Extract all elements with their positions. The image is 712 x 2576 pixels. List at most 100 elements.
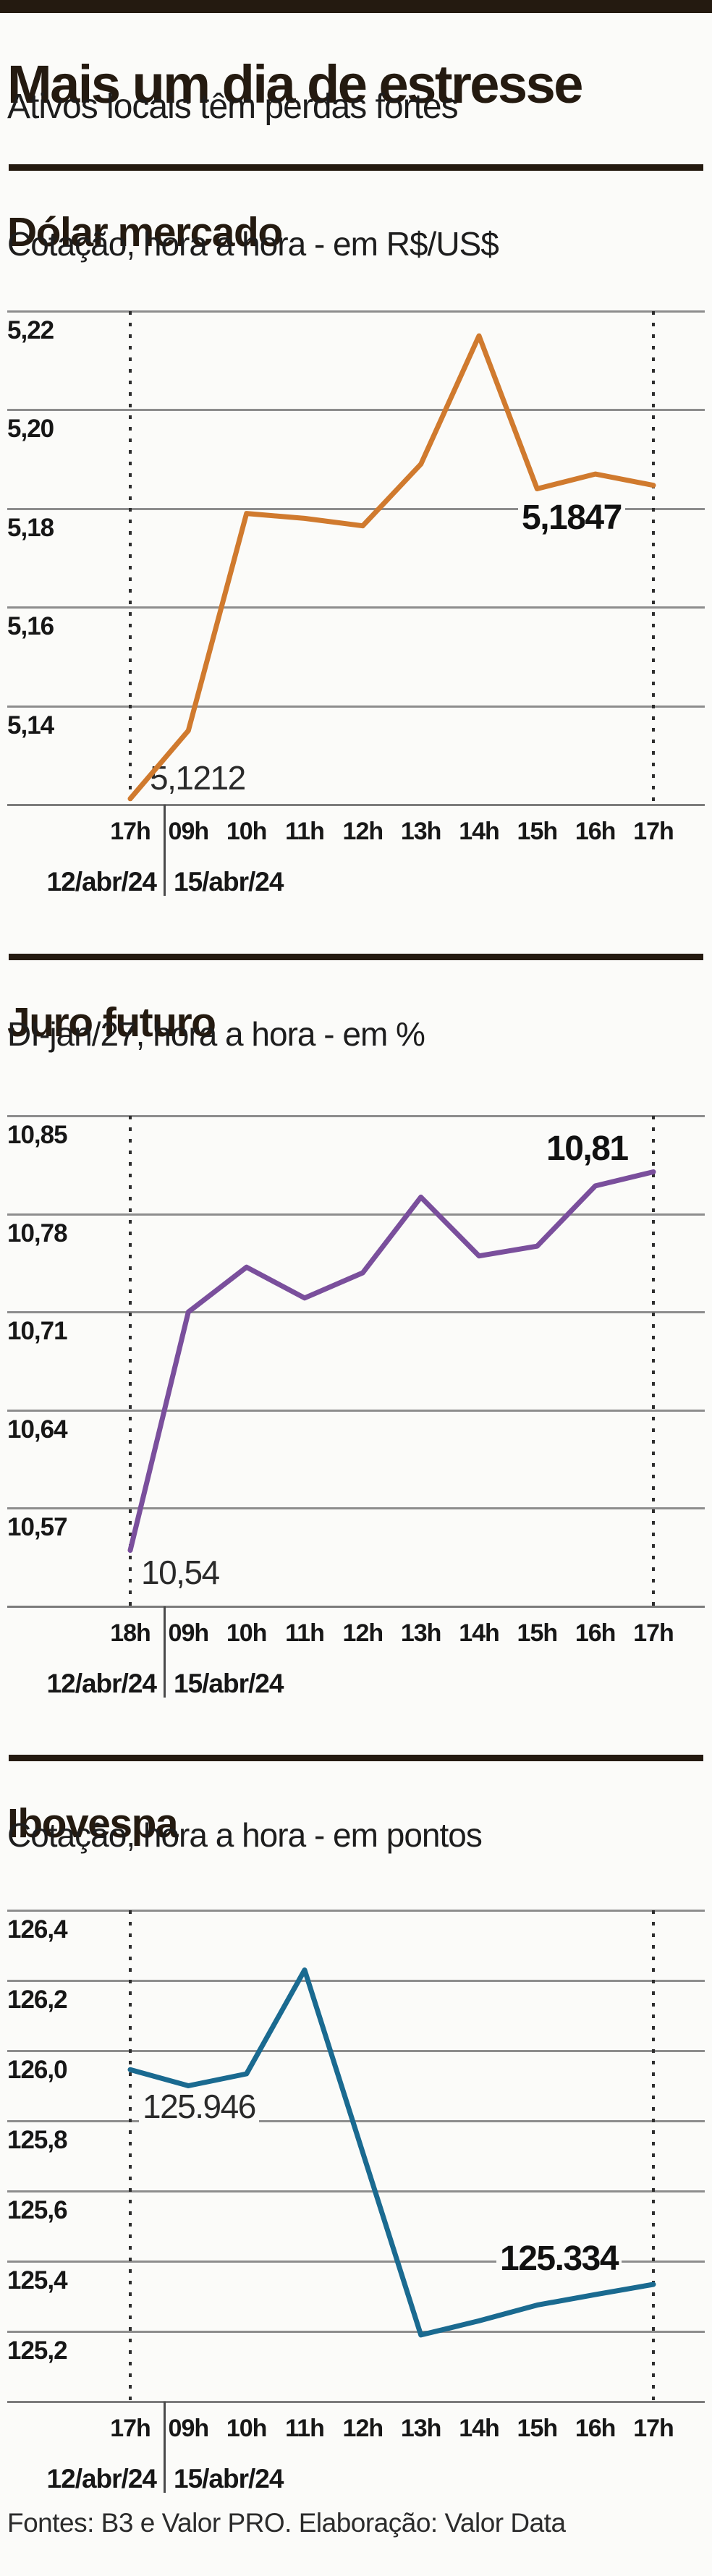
date-label-right: 15/abr/24 xyxy=(174,867,284,897)
x-axis-label: 13h xyxy=(400,2415,442,2442)
dotted-guide-first xyxy=(129,311,132,805)
x-axis-label: 16h xyxy=(575,1619,616,1647)
dotted-guide-first xyxy=(129,1116,132,1606)
date-label-left: 12/abr/24 xyxy=(46,1669,157,1698)
start-value-label: 5,1212 xyxy=(146,760,249,797)
y-gridline xyxy=(7,1115,705,1117)
section-divider-juro xyxy=(9,954,703,960)
chart-title-juro: Juro futuro xyxy=(7,999,216,1046)
x-axis-label: 14h xyxy=(459,2415,500,2442)
y-gridline xyxy=(7,2190,705,2192)
x-axis-label: 11h xyxy=(285,1619,325,1647)
y-gridline xyxy=(7,1980,705,1982)
y-gridline xyxy=(7,2050,705,2052)
date-label-right: 15/abr/24 xyxy=(174,2464,284,2494)
y-gridline xyxy=(7,409,705,412)
x-axis-label: 09h xyxy=(168,2415,210,2442)
x-axis-label: 18h xyxy=(110,1619,151,1647)
chart-subtitle-juro: DI-jan/27, hora a hora - em % xyxy=(7,1015,425,1053)
y-gridline xyxy=(7,2331,705,2333)
x-axis-line xyxy=(7,1606,705,1608)
x-axis-label: 15h xyxy=(517,2415,559,2442)
x-axis-label: 17h xyxy=(633,818,674,845)
x-axis-label: 10h xyxy=(226,2415,268,2442)
x-axis-label: 17h xyxy=(633,2415,674,2442)
y-gridline xyxy=(7,507,705,510)
y-gridline xyxy=(7,1409,705,1412)
section-divider-ibovespa xyxy=(9,1755,703,1761)
y-gridline xyxy=(7,705,705,708)
line-series xyxy=(127,1967,656,2338)
section-divider-dolar xyxy=(9,164,703,171)
dotted-guide-first xyxy=(129,1910,132,2402)
dotted-guide-last xyxy=(652,1910,655,2402)
x-axis-label: 15h xyxy=(517,1619,559,1647)
end-value-label: 10,81 xyxy=(543,1130,632,1169)
y-axis-label: 126,0 xyxy=(7,2056,68,2084)
x-axis-label: 15h xyxy=(517,818,559,845)
y-gridline xyxy=(7,1213,705,1216)
start-value-label: 10,54 xyxy=(137,1554,223,1591)
start-value-label: 125.946 xyxy=(139,2088,259,2125)
y-axis-label: 126,2 xyxy=(7,1986,68,2014)
line-series-path xyxy=(127,333,656,802)
y-gridline xyxy=(7,310,705,313)
y-axis-label: 5,18 xyxy=(7,513,54,542)
line-series xyxy=(127,333,656,802)
y-gridline xyxy=(7,1910,705,1912)
y-axis-label: 10,85 xyxy=(7,1121,68,1149)
y-axis-label: 10,57 xyxy=(7,1513,68,1542)
y-gridline xyxy=(7,1507,705,1510)
source-credit: Fontes: B3 e Valor PRO. Elaboração: Valo… xyxy=(7,2508,566,2538)
y-axis-label: 10,78 xyxy=(7,1219,68,1247)
x-axis-label: 16h xyxy=(575,818,616,845)
x-axis-label: 17h xyxy=(633,1619,674,1647)
y-axis-label: 10,71 xyxy=(7,1317,68,1346)
y-gridline xyxy=(7,1311,705,1314)
dotted-guide-last xyxy=(652,1116,655,1606)
x-axis-label: 11h xyxy=(285,818,325,845)
x-axis-label: 12h xyxy=(342,1619,384,1647)
x-axis-label: 14h xyxy=(459,1619,500,1647)
y-axis-label: 10,64 xyxy=(7,1415,68,1444)
x-axis-line xyxy=(7,804,705,806)
chart-subtitle-ibovespa: Cotação, hora a hora - em pontos xyxy=(7,1816,483,1854)
y-axis-label: 125,4 xyxy=(7,2266,68,2295)
y-axis-label: 126,4 xyxy=(7,1915,68,1944)
x-axis-label: 17h xyxy=(110,2415,151,2442)
x-axis-label: 16h xyxy=(575,2415,616,2442)
x-axis-label: 09h xyxy=(168,818,210,845)
x-axis-label: 09h xyxy=(168,1619,210,1647)
chart-title-ibovespa: Ibovespa xyxy=(7,1800,179,1847)
y-axis-label: 125,2 xyxy=(7,2336,68,2365)
page-title: Mais um dia de estresse xyxy=(7,54,583,114)
y-axis-label: 125,8 xyxy=(7,2126,68,2154)
line-series xyxy=(127,1169,656,1553)
y-gridline xyxy=(7,2261,705,2263)
chart-subtitle-dolar: Cotação, hora a hora - em R$/US$ xyxy=(7,225,499,263)
y-gridline xyxy=(7,606,705,609)
line-series-path xyxy=(127,1967,656,2338)
line-series-path xyxy=(127,1169,656,1553)
x-axis-label: 13h xyxy=(400,1619,442,1647)
dotted-guide-last xyxy=(652,311,655,805)
x-axis-label: 10h xyxy=(226,1619,268,1647)
page-subtitle: Ativos locais têm perdas fortes xyxy=(7,88,459,126)
y-axis-label: 5,20 xyxy=(7,415,54,444)
chart-title-dolar: Dólar mercado xyxy=(7,209,283,256)
date-label-left: 12/abr/24 xyxy=(46,2464,157,2494)
x-axis-label: 12h xyxy=(342,818,384,845)
end-value-label: 5,1847 xyxy=(518,499,625,538)
x-axis-label: 14h xyxy=(459,818,500,845)
y-axis-label: 125,6 xyxy=(7,2196,68,2224)
x-axis-label: 11h xyxy=(285,2415,325,2442)
date-divider-tick xyxy=(164,2402,166,2493)
y-axis-label: 5,16 xyxy=(7,612,54,641)
x-axis-label: 10h xyxy=(226,818,268,845)
x-axis-line xyxy=(7,2401,705,2403)
x-axis-label: 12h xyxy=(342,2415,384,2442)
y-gridline xyxy=(7,2120,705,2122)
date-label-right: 15/abr/24 xyxy=(174,1669,284,1698)
y-axis-label: 5,22 xyxy=(7,316,54,344)
y-axis-label: 5,14 xyxy=(7,711,54,740)
